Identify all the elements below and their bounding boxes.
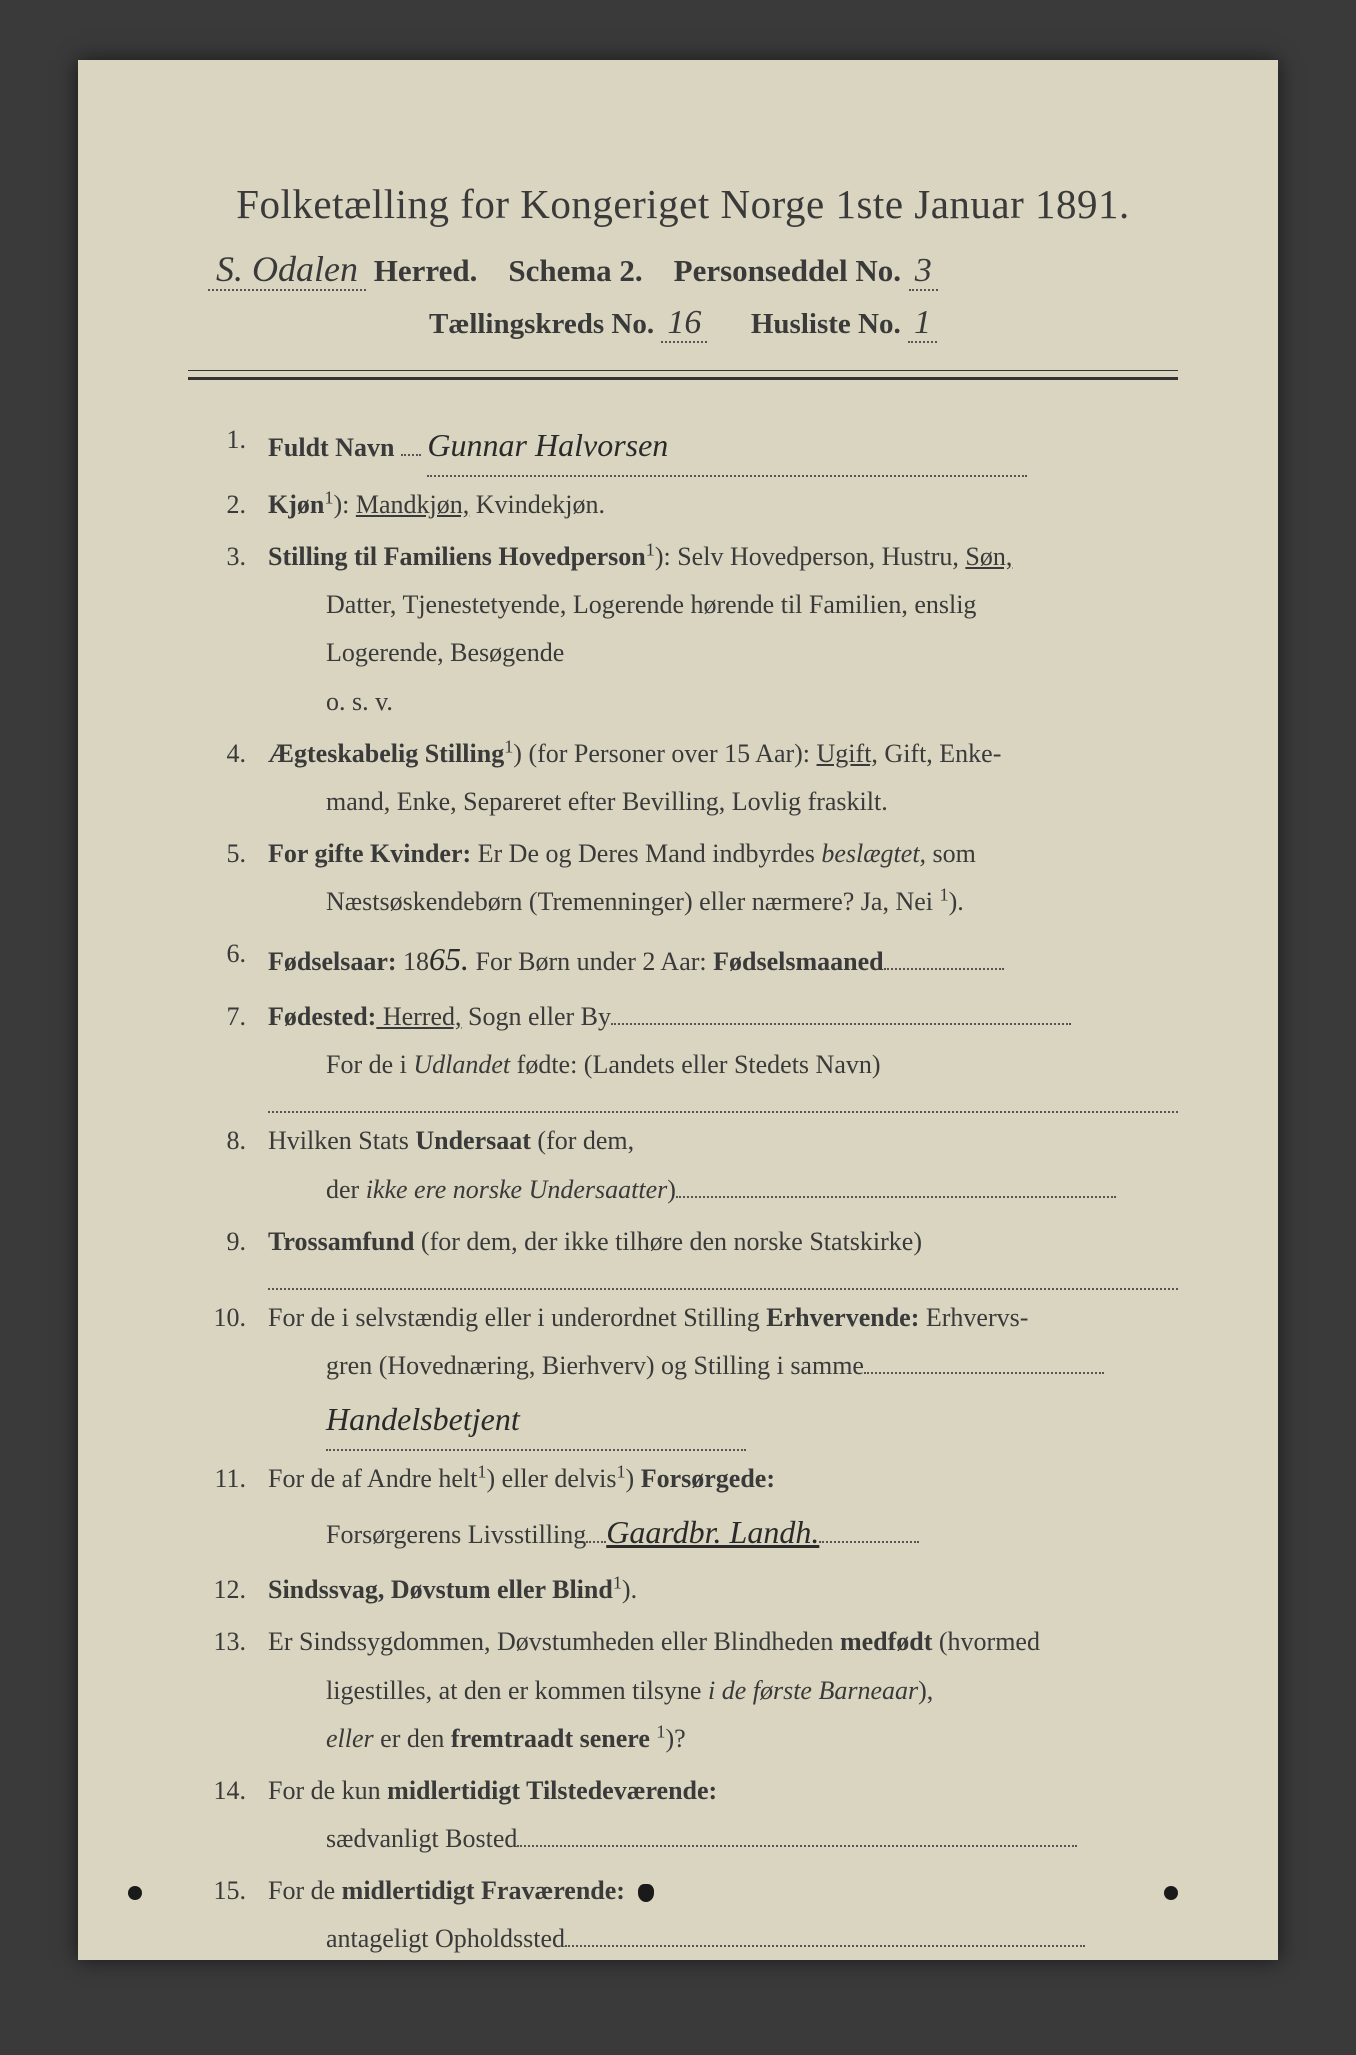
item-number: 9. — [208, 1218, 268, 1290]
item-continuation: eller er den fremtraadt senere 1)? — [268, 1715, 1178, 1763]
name-handwritten: Gunnar Halvorsen — [427, 416, 1027, 477]
schema-label: Schema 2. — [508, 253, 642, 288]
item-label: For gifte Kvinder: — [268, 839, 471, 868]
item-continuation: Datter, Tjenestetyende, Logerende hørend… — [268, 581, 1178, 629]
item-label: Undersaat — [415, 1126, 531, 1155]
item-number: 1. — [208, 416, 268, 477]
item-continuation: antageligt Opholdssted — [268, 1915, 1178, 1963]
tkreds-label: Tællingskreds No. — [429, 308, 654, 340]
item-5: 5. For gifte Kvinder: Er De og Deres Man… — [208, 830, 1178, 926]
blank-line — [268, 1266, 1178, 1290]
occupation-handwritten: Handelsbetjent — [326, 1390, 746, 1451]
item-label: Forsørgede: — [641, 1464, 775, 1493]
item-label: midlertidigt Tilstedeværende: — [387, 1776, 717, 1805]
footnote: 1) De for hvert Tilfælde passende Ord un… — [188, 2023, 1178, 2055]
item-label: midlertidigt Fraværende: — [342, 1876, 625, 1905]
provider-handwritten: Gaardbr. Landh. — [606, 1514, 819, 1550]
item-number: 6. — [208, 930, 268, 989]
item-continuation: mand, Enke, Separeret efter Bevilling, L… — [268, 778, 1178, 826]
personseddel-no: 3 — [909, 252, 938, 291]
item-continuation: Forsørgerens LivsstillingGaardbr. Landh. — [268, 1503, 1178, 1562]
census-form-page: Folketælling for Kongeriget Norge 1ste J… — [78, 60, 1278, 1960]
item-2: 2. Kjøn1): Mandkjøn, Kvindekjøn. — [208, 481, 1178, 529]
item-continuation: ligestilles, at den er kommen tilsyne i … — [268, 1667, 1178, 1715]
item-label: Fuldt Navn — [268, 433, 394, 462]
item-15: 15. For de midlertidigt Fraværende: anta… — [208, 1867, 1178, 1963]
header-line-2: Tællingskreds No. 16 Husliste No. 1 — [188, 304, 1178, 342]
item-number: 5. — [208, 830, 268, 926]
selected-option: Mandkjøn, — [356, 490, 469, 519]
selected-option: Søn, — [965, 542, 1012, 571]
punch-hole-icon — [1164, 1886, 1178, 1900]
item-label: Ægteskabelig Stilling — [268, 739, 504, 768]
husliste-no: 1 — [908, 304, 937, 343]
personseddel-label: Personseddel No. — [674, 253, 901, 288]
year-handwritten: 65. — [429, 941, 469, 977]
item-10: 10. For de i selvstændig eller i underor… — [208, 1294, 1178, 1451]
item-11: 11. For de af Andre helt1) eller delvis1… — [208, 1455, 1178, 1562]
item-number: 2. — [208, 481, 268, 529]
item-number: 13. — [208, 1618, 268, 1762]
item-14: 14. For de kun midlertidigt Tilstedevære… — [208, 1767, 1178, 1863]
blank-line — [268, 1089, 1178, 1113]
item-12: 12. Sindssvag, Døvstum eller Blind1). — [208, 1566, 1178, 1614]
item-number: 12. — [208, 1566, 268, 1614]
item-13: 13. Er Sindssygdommen, Døvstumheden elle… — [208, 1618, 1178, 1762]
herred-label: Herred. — [374, 253, 478, 288]
item-number: 11. — [208, 1455, 268, 1562]
item-number: 10. — [208, 1294, 268, 1451]
item-continuation: Næstsøskendebørn (Tremenninger) eller næ… — [268, 878, 1178, 926]
item-label: medfødt — [840, 1627, 932, 1656]
page-title: Folketælling for Kongeriget Norge 1ste J… — [188, 180, 1178, 228]
item-number: 14. — [208, 1767, 268, 1863]
item-4: 4. Ægteskabelig Stilling1) (for Personer… — [208, 730, 1178, 826]
item-3: 3. Stilling til Familiens Hovedperson1):… — [208, 533, 1178, 725]
item-label: Erhvervende: — [766, 1303, 919, 1332]
rule-thin — [188, 370, 1178, 371]
selected-option: Ugift, — [817, 739, 878, 768]
item-number: 8. — [208, 1117, 268, 1213]
item-label: Kjøn — [268, 490, 324, 519]
item-continuation: gren (Hovednæring, Bierhverv) og Stillin… — [268, 1342, 1178, 1390]
form-items: 1. Fuldt Navn Gunnar Halvorsen 2. Kjøn1)… — [188, 416, 1178, 1963]
item-number: 4. — [208, 730, 268, 826]
rule-thick — [188, 377, 1178, 380]
item-6: 6. Fødselsaar: 1865. For Børn under 2 Aa… — [208, 930, 1178, 989]
item-label: Fødested: — [268, 1002, 376, 1031]
husliste-label: Husliste No. — [751, 308, 901, 340]
selected-option: Herred, — [376, 1002, 461, 1031]
item-number: 3. — [208, 533, 268, 725]
item-continuation: Logerende, Besøgende — [268, 629, 1178, 677]
item-continuation: For de i Udlandet fødte: (Landets eller … — [268, 1041, 1178, 1089]
header-line-1: S. Odalen Herred. Schema 2. Personseddel… — [188, 248, 1178, 290]
punch-hole-icon — [638, 1884, 654, 1902]
item-continuation: sædvanligt Bosted — [268, 1815, 1178, 1863]
herred-handwritten: S. Odalen — [208, 249, 366, 291]
item-number: 7. — [208, 993, 268, 1113]
footnote-text: ) De for hvert Tilfælde passende Ord und… — [360, 2027, 1017, 2054]
item-9: 9. Trossamfund (for dem, der ikke tilhør… — [208, 1218, 1178, 1290]
item-8: 8. Hvilken Stats Undersaat (for dem, der… — [208, 1117, 1178, 1213]
tkreds-no: 16 — [661, 304, 707, 343]
item-label: Sindssvag, Døvstum eller Blind — [268, 1575, 613, 1604]
item-label: Stilling til Familiens Hovedperson — [268, 542, 646, 571]
item-1: 1. Fuldt Navn Gunnar Halvorsen — [208, 416, 1178, 477]
item-continuation: der ikke ere norske Undersaatter) — [268, 1166, 1178, 1214]
item-continuation: o. s. v. — [268, 678, 1178, 726]
item-number: 15. — [208, 1867, 268, 1963]
item-7: 7. Fødested: Herred, Sogn eller By For d… — [208, 993, 1178, 1113]
item-label: Fødselsaar: — [268, 947, 397, 976]
item-label: Trossamfund — [268, 1227, 414, 1256]
punch-hole-icon — [128, 1886, 142, 1900]
